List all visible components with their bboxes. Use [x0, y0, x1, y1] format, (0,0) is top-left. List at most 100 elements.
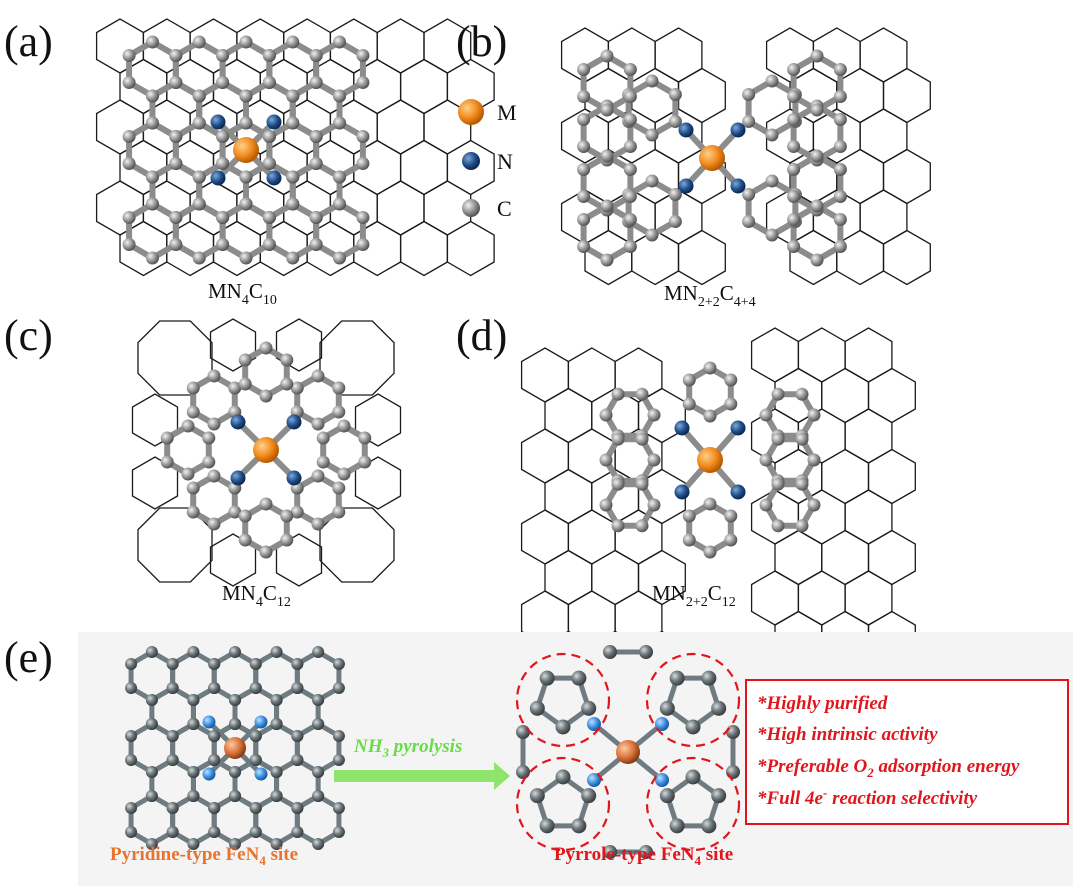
carbon-atom [599, 453, 613, 467]
carbon-atom [669, 670, 685, 686]
carbon-atom [166, 682, 179, 694]
carbon-atom [187, 694, 200, 706]
carbon-atom [682, 533, 696, 547]
carbon-atom [259, 545, 273, 559]
carbon-atom [645, 128, 659, 142]
carbon-atom [145, 35, 159, 49]
graphene-ring [520, 347, 570, 403]
carbon-atom [577, 190, 591, 203]
carbon-atom [125, 826, 138, 838]
carbon-atom [186, 381, 200, 395]
carbon-atom [311, 369, 325, 383]
carbon-atom [186, 405, 200, 419]
carbon-atom [122, 49, 136, 62]
nitrogen-atom [230, 470, 246, 486]
carbon-atom [833, 63, 847, 76]
pyrrole-structure-atoms [516, 645, 740, 859]
graphene-ring [882, 148, 931, 205]
carbon-atom [600, 49, 614, 63]
carbon-atom [125, 658, 138, 670]
carbon-atom [122, 76, 136, 89]
carbon-atom [703, 497, 717, 511]
carbon-atom [192, 197, 206, 211]
carbon-atom [787, 240, 801, 253]
carbon-atom [611, 432, 625, 446]
graphene-ring [591, 549, 640, 606]
carbon-atom [262, 238, 276, 251]
carbon-atom [529, 788, 545, 804]
carbon-atom [239, 116, 253, 130]
carbon-atom [724, 509, 738, 523]
carbon-atom [280, 353, 294, 367]
carbon-atom [603, 645, 617, 659]
panel-d-atoms [599, 361, 821, 559]
carbon-atom [216, 76, 230, 89]
carbon-atom [807, 498, 821, 512]
carbon-atom [181, 419, 195, 433]
carbon-atom [166, 802, 179, 814]
carbon-atom [192, 251, 206, 265]
carbon-atom [682, 373, 696, 387]
carbon-atom [807, 453, 821, 467]
nitrogen-atom [674, 484, 690, 500]
carbon-atom [262, 157, 276, 170]
carbon-atom [337, 419, 351, 433]
carbon-atom [356, 211, 370, 224]
carbon-atom [166, 754, 179, 766]
nitrogen-atom [587, 773, 601, 787]
carbon-atom [333, 170, 347, 184]
carbon-atom [192, 170, 206, 184]
metal-atom [233, 137, 259, 163]
carbon-atom [216, 157, 230, 170]
carbon-atom [623, 140, 637, 153]
nitrogen-atom [210, 170, 226, 186]
carbon-atom [577, 140, 591, 153]
panel-c-letter: (c) [4, 311, 53, 360]
graphene-ring [821, 367, 870, 424]
graphene-ring [882, 67, 931, 124]
graphene-ring [446, 220, 495, 277]
carbon-atom [208, 754, 221, 766]
nitrogen-atom [202, 715, 216, 729]
carbon-atom [833, 240, 847, 253]
carbon-atom [311, 417, 325, 431]
nitrogen-atom [210, 114, 226, 130]
nitrogen-atom [730, 484, 746, 500]
carbon-atom [332, 682, 345, 694]
carbon-atom [356, 130, 370, 143]
nitrogen-atom [678, 178, 694, 194]
carbon-atom [312, 718, 325, 730]
carbon-atom [249, 730, 262, 742]
carbon-atom [603, 845, 617, 859]
carbon-atom [286, 251, 300, 265]
graphene-ring [821, 529, 870, 586]
carbon-atom [668, 215, 682, 228]
pyrrole-site-label: Pyrrole-type FeN4 site [554, 844, 733, 868]
graphene-ring [95, 18, 145, 74]
carbon-atom [187, 838, 200, 850]
carbon-atom [771, 387, 785, 401]
carbon-atom [647, 408, 661, 422]
carbon-atom [703, 409, 717, 423]
carbon-atom [125, 754, 138, 766]
carbon-atom [291, 658, 304, 670]
graphene-ring [844, 570, 893, 626]
carbon-atom [312, 766, 325, 778]
carbon-atom [286, 35, 300, 49]
carbon-atom [600, 103, 614, 117]
carbon-atom [229, 694, 241, 706]
carbon-atom [771, 477, 785, 491]
carbon-atom [145, 116, 159, 130]
carbon-atom [759, 498, 773, 512]
carbon-atom [228, 505, 242, 519]
carbon-atom [759, 453, 773, 467]
carbon-atom [160, 455, 174, 469]
graphene-ring [677, 67, 726, 124]
carbon-atom [833, 113, 847, 126]
carbon-atom [309, 76, 323, 89]
carbon-atom [833, 90, 847, 103]
carbon-atom [166, 730, 179, 742]
highlight-circle [645, 756, 741, 852]
carbon-atom [311, 469, 325, 483]
graphene-ring [275, 318, 323, 372]
